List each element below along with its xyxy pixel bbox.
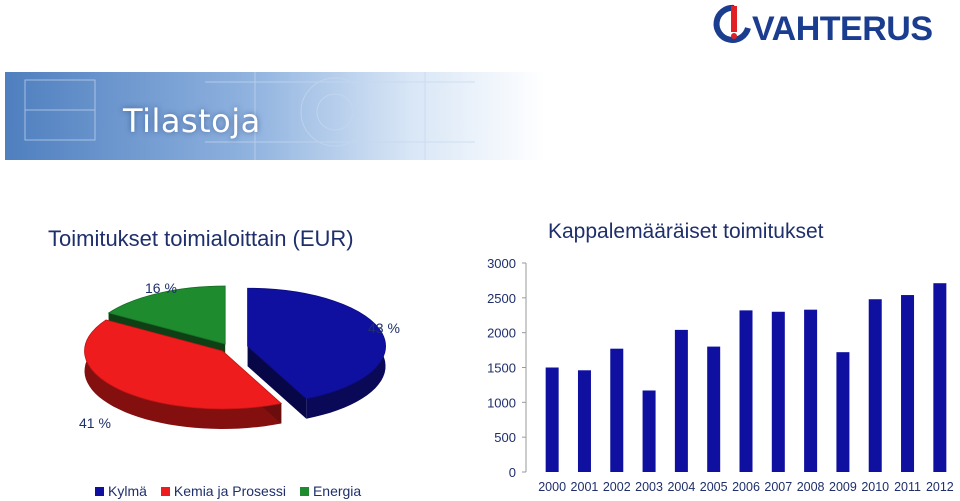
legend-label-kemia: Kemia ja Prosessi xyxy=(173,483,286,499)
x-tick-label: 2012 xyxy=(926,480,954,494)
legend-swatch-energia xyxy=(299,486,309,496)
bar-2002 xyxy=(610,348,624,472)
x-tick-label: 2009 xyxy=(829,480,857,494)
pie-slice-top xyxy=(84,319,283,410)
x-tick-label: 2004 xyxy=(667,480,695,494)
legend-swatch-kylma xyxy=(95,486,104,496)
pie-label-kylma: 43 % xyxy=(368,320,400,336)
legend-item-kylma: Kylmä xyxy=(95,483,147,499)
header-banner: Tilastoja xyxy=(5,72,545,160)
y-tick-label: 2000 xyxy=(487,326,516,341)
x-tick-label: 2010 xyxy=(861,480,889,494)
x-tick-label: 2000 xyxy=(538,480,566,494)
pie-slice-top xyxy=(107,285,226,345)
pie-chart-title: Toimitukset toimialoittain (EUR) xyxy=(48,226,354,251)
bar-2001 xyxy=(577,370,591,472)
logo-mark-icon xyxy=(713,4,751,43)
pie-slice-kylma xyxy=(247,287,386,419)
pie-slice-side xyxy=(84,319,282,429)
y-tick-label: 0 xyxy=(509,465,516,480)
pie-label-kemia: 41 % xyxy=(79,415,111,431)
bar-2010 xyxy=(868,299,882,472)
pie-chart xyxy=(84,285,386,429)
x-tick-label: 2001 xyxy=(571,480,599,494)
pie-legend: Kylmä Kemia ja Prosessi Energia xyxy=(95,483,361,499)
pie-slice-wall xyxy=(247,346,307,419)
legend-item-kemia: Kemia ja Prosessi xyxy=(160,483,286,499)
x-tick-label: 2007 xyxy=(764,480,792,494)
pie-label-energia: 16 % xyxy=(145,280,177,296)
pie-slice-kemia xyxy=(84,319,283,429)
y-tick-label: 500 xyxy=(494,430,516,445)
y-tick-label: 2500 xyxy=(487,291,516,306)
bar-2004 xyxy=(674,329,688,472)
logo-text: VAHTERUS xyxy=(752,10,933,48)
bar-chart: 0 500 1000 1500 2000 2500 3000 2000 2001 2002 2003… xyxy=(487,256,954,494)
bar-2011 xyxy=(901,295,915,472)
legend-swatch-kemia xyxy=(160,486,170,496)
bar-2000 xyxy=(545,367,559,472)
blueprint-decoration xyxy=(24,72,475,160)
x-tick-label: 2008 xyxy=(797,480,825,494)
y-tick-label: 1500 xyxy=(487,361,516,376)
bar-2012 xyxy=(933,283,947,472)
bar-2003 xyxy=(642,390,656,472)
bar-2009 xyxy=(836,352,850,472)
y-tick-label: 3000 xyxy=(487,256,516,271)
bar-chart-title: Kappalemääräiset toimitukset xyxy=(548,220,824,243)
page-title: Tilastoja xyxy=(123,102,261,140)
legend-label-energia: Energia xyxy=(312,483,362,499)
bar-2005 xyxy=(707,346,721,472)
x-tick-label: 2011 xyxy=(894,480,921,494)
legend-label-kylma: Kylmä xyxy=(108,483,147,499)
vahterus-logo: VAHTERUS xyxy=(712,2,960,52)
x-tick-label: 2005 xyxy=(700,480,728,494)
x-tick-label: 2003 xyxy=(635,480,663,494)
bar-2008 xyxy=(804,309,818,472)
x-tick-label: 2002 xyxy=(603,480,631,494)
bar-2006 xyxy=(739,310,753,472)
bar-2007 xyxy=(771,311,785,472)
x-tick-label: 2006 xyxy=(732,480,760,494)
legend-item-energia: Energia xyxy=(299,483,362,499)
y-tick-label: 1000 xyxy=(487,395,516,410)
pie-slice-top xyxy=(247,287,386,400)
